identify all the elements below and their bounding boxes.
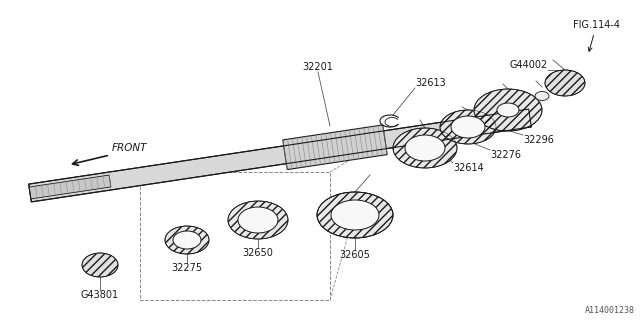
Ellipse shape bbox=[405, 135, 445, 161]
Text: FIG.114-4: FIG.114-4 bbox=[573, 20, 620, 51]
Polygon shape bbox=[29, 175, 111, 199]
Text: 32276: 32276 bbox=[490, 150, 521, 160]
Polygon shape bbox=[29, 109, 531, 202]
Ellipse shape bbox=[451, 116, 485, 138]
Text: 32201: 32201 bbox=[303, 62, 333, 72]
Text: G44002: G44002 bbox=[509, 60, 548, 70]
Ellipse shape bbox=[474, 89, 542, 131]
Ellipse shape bbox=[165, 226, 209, 254]
Polygon shape bbox=[283, 125, 387, 170]
Text: 32614: 32614 bbox=[453, 163, 484, 173]
Text: 32650: 32650 bbox=[243, 248, 273, 258]
Ellipse shape bbox=[238, 207, 278, 233]
Ellipse shape bbox=[228, 201, 288, 239]
Ellipse shape bbox=[393, 128, 457, 168]
Text: FRONT: FRONT bbox=[112, 143, 147, 153]
Ellipse shape bbox=[173, 231, 201, 249]
Text: 32275: 32275 bbox=[172, 263, 203, 273]
Text: 32605: 32605 bbox=[340, 250, 371, 260]
Ellipse shape bbox=[535, 92, 549, 100]
Text: 32613: 32613 bbox=[415, 78, 445, 88]
Ellipse shape bbox=[317, 192, 393, 238]
Text: 32296: 32296 bbox=[523, 135, 554, 145]
Text: A114001238: A114001238 bbox=[585, 306, 635, 315]
Ellipse shape bbox=[545, 70, 585, 96]
Text: G43801: G43801 bbox=[81, 290, 119, 300]
Ellipse shape bbox=[440, 110, 496, 144]
Ellipse shape bbox=[331, 200, 379, 230]
Ellipse shape bbox=[497, 103, 519, 117]
Ellipse shape bbox=[82, 253, 118, 277]
